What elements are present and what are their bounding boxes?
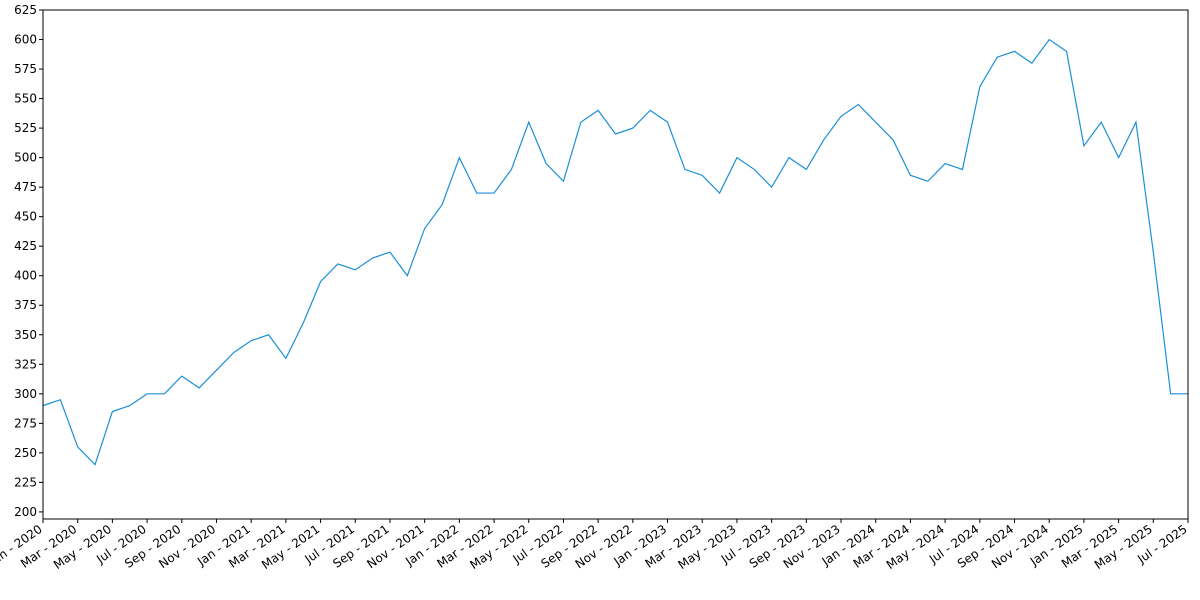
y-tick-label: 625: [14, 3, 37, 17]
y-tick-label: 525: [14, 121, 37, 135]
y-tick-label: 275: [14, 416, 37, 430]
y-tick-label: 425: [14, 239, 37, 253]
series-line: [42, 38, 1188, 466]
y-tick-label: 400: [14, 269, 37, 283]
y-tick-label: 475: [14, 180, 37, 194]
y-tick-label: 300: [14, 387, 37, 401]
y-tick-label: 200: [14, 505, 37, 519]
y-tick-label: 600: [14, 33, 37, 47]
y-tick-label: 250: [14, 446, 37, 460]
y-tick-label: 550: [14, 92, 37, 106]
y-tick-label: 225: [14, 475, 37, 489]
y-tick-label: 325: [14, 357, 37, 371]
y-tick-label: 500: [14, 151, 37, 165]
y-tick-label: 375: [14, 298, 37, 312]
y-tick-label: 350: [14, 328, 37, 342]
plot-frame: [42, 9, 1189, 520]
y-tick-label: 575: [14, 62, 37, 76]
y-tick-label: 450: [14, 210, 37, 224]
